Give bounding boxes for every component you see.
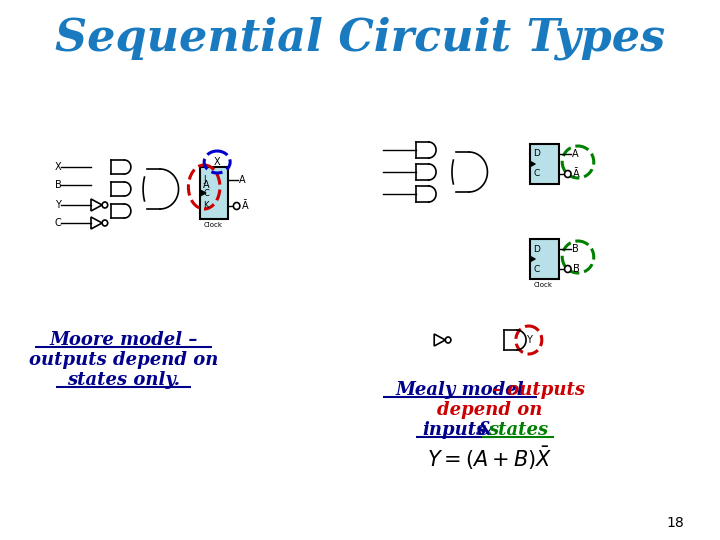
Circle shape: [564, 171, 571, 178]
Text: Y: Y: [55, 200, 60, 210]
Text: – outputs: – outputs: [492, 381, 585, 399]
Text: X: X: [55, 162, 61, 172]
Text: D: D: [534, 150, 540, 159]
Circle shape: [564, 266, 571, 273]
Circle shape: [446, 337, 451, 343]
Text: K: K: [203, 201, 209, 211]
Text: B: B: [55, 180, 62, 190]
Text: X: X: [214, 157, 220, 167]
Text: $Y = (A + B)\bar{X}$: $Y = (A + B)\bar{X}$: [427, 444, 553, 471]
Circle shape: [102, 220, 108, 226]
Circle shape: [233, 202, 240, 210]
Text: B̄: B̄: [573, 264, 580, 274]
Circle shape: [102, 202, 108, 208]
Text: Ā: Ā: [573, 169, 580, 179]
Text: Clock: Clock: [203, 222, 222, 228]
Text: A: A: [240, 175, 246, 185]
Text: D: D: [534, 245, 540, 253]
Polygon shape: [200, 190, 206, 196]
Polygon shape: [530, 161, 535, 167]
Text: states only.: states only.: [67, 371, 180, 389]
Text: Ā: Ā: [242, 201, 249, 211]
Text: Clock: Clock: [534, 282, 552, 288]
Text: B: B: [572, 244, 579, 254]
Bar: [530, 144, 559, 184]
Bar: [530, 239, 559, 279]
Text: Mealy model: Mealy model: [396, 381, 524, 399]
Polygon shape: [530, 256, 535, 262]
Text: Sequential Circuit Types: Sequential Circuit Types: [55, 16, 665, 60]
Text: outputs depend on: outputs depend on: [29, 351, 218, 369]
Text: depend on: depend on: [437, 401, 543, 419]
Text: inputs: inputs: [423, 421, 487, 439]
Text: J: J: [203, 176, 206, 185]
Text: C: C: [534, 265, 540, 273]
Text: &: &: [471, 421, 500, 439]
Text: A: A: [572, 149, 579, 159]
Text: A: A: [203, 180, 210, 190]
Text: C: C: [534, 170, 540, 179]
Text: states: states: [487, 421, 548, 439]
Text: C: C: [203, 188, 209, 198]
Text: Moore model –: Moore model –: [49, 331, 198, 349]
Text: C: C: [55, 218, 62, 228]
Text: 18: 18: [667, 516, 685, 530]
Text: Y: Y: [526, 335, 532, 345]
Bar: [200, 167, 228, 219]
